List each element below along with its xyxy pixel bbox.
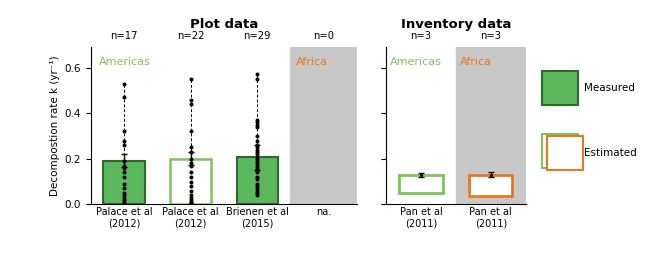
Point xyxy=(186,201,196,206)
Bar xyxy=(170,159,212,204)
Point xyxy=(252,166,262,170)
Point xyxy=(252,182,262,186)
Point xyxy=(119,139,129,143)
Point xyxy=(252,154,262,159)
Point xyxy=(252,157,262,161)
Point xyxy=(186,184,196,188)
Point xyxy=(252,177,262,181)
Point xyxy=(119,200,129,204)
Point xyxy=(252,118,262,122)
Point xyxy=(252,175,262,179)
Point xyxy=(186,195,196,200)
Point xyxy=(252,123,262,127)
Point xyxy=(119,191,129,195)
Bar xyxy=(291,47,357,204)
Point xyxy=(252,186,262,190)
Title: Plot data: Plot data xyxy=(190,18,258,31)
Text: Africa: Africa xyxy=(459,57,491,67)
Point xyxy=(252,125,262,129)
Point xyxy=(252,191,262,195)
Text: Estimated: Estimated xyxy=(584,148,637,158)
Point xyxy=(252,161,262,165)
Point xyxy=(252,134,262,138)
Point xyxy=(252,168,262,172)
Text: Measured: Measured xyxy=(584,83,635,93)
Point xyxy=(252,120,262,124)
Point xyxy=(186,163,196,168)
Bar xyxy=(103,161,145,204)
Point xyxy=(186,102,196,106)
Text: n=17: n=17 xyxy=(110,31,138,41)
Point xyxy=(119,129,129,134)
Point xyxy=(119,170,129,174)
Point xyxy=(186,202,196,206)
Text: n=29: n=29 xyxy=(243,31,271,41)
Point xyxy=(252,189,262,193)
Bar xyxy=(456,47,526,204)
Point xyxy=(252,184,262,188)
Point xyxy=(186,198,196,202)
Point xyxy=(252,143,262,147)
Text: n=3: n=3 xyxy=(480,31,501,41)
Point xyxy=(252,148,262,152)
Point xyxy=(119,182,129,186)
Point xyxy=(252,163,262,168)
Point xyxy=(252,159,262,163)
Point xyxy=(186,193,196,197)
Point xyxy=(119,186,129,190)
Point xyxy=(186,170,196,174)
Point xyxy=(186,161,196,165)
Point xyxy=(119,95,129,99)
Bar xyxy=(399,175,443,193)
Y-axis label: Decompostion rate k (yr⁻¹): Decompostion rate k (yr⁻¹) xyxy=(51,56,60,196)
Point xyxy=(252,150,262,154)
Text: n=22: n=22 xyxy=(177,31,204,41)
Point xyxy=(252,193,262,197)
Text: n=0: n=0 xyxy=(313,31,334,41)
Point xyxy=(119,175,129,179)
Point xyxy=(119,198,129,202)
Point xyxy=(252,145,262,150)
Title: Inventory data: Inventory data xyxy=(400,18,511,31)
Point xyxy=(119,166,129,170)
Point xyxy=(119,159,129,163)
Bar xyxy=(236,157,278,204)
Point xyxy=(252,72,262,77)
Point xyxy=(186,157,196,161)
Point xyxy=(186,150,196,154)
Point xyxy=(252,77,262,81)
Point xyxy=(252,170,262,174)
Point xyxy=(186,179,196,184)
Point xyxy=(252,152,262,156)
Text: n=3: n=3 xyxy=(411,31,432,41)
Point xyxy=(186,201,196,205)
Point xyxy=(119,143,129,147)
Point xyxy=(119,81,129,86)
Point xyxy=(186,145,196,150)
Text: Americas: Americas xyxy=(99,57,151,67)
Point xyxy=(119,193,129,197)
Point xyxy=(252,139,262,143)
Point xyxy=(186,200,196,204)
Text: Americas: Americas xyxy=(389,57,441,67)
Point xyxy=(119,163,129,168)
Point xyxy=(186,129,196,134)
Text: Africa: Africa xyxy=(296,57,328,67)
Point xyxy=(186,77,196,81)
Point xyxy=(186,97,196,102)
Point xyxy=(186,202,196,206)
Bar xyxy=(469,175,513,196)
Point xyxy=(186,189,196,193)
Point xyxy=(186,175,196,179)
Point xyxy=(119,195,129,200)
